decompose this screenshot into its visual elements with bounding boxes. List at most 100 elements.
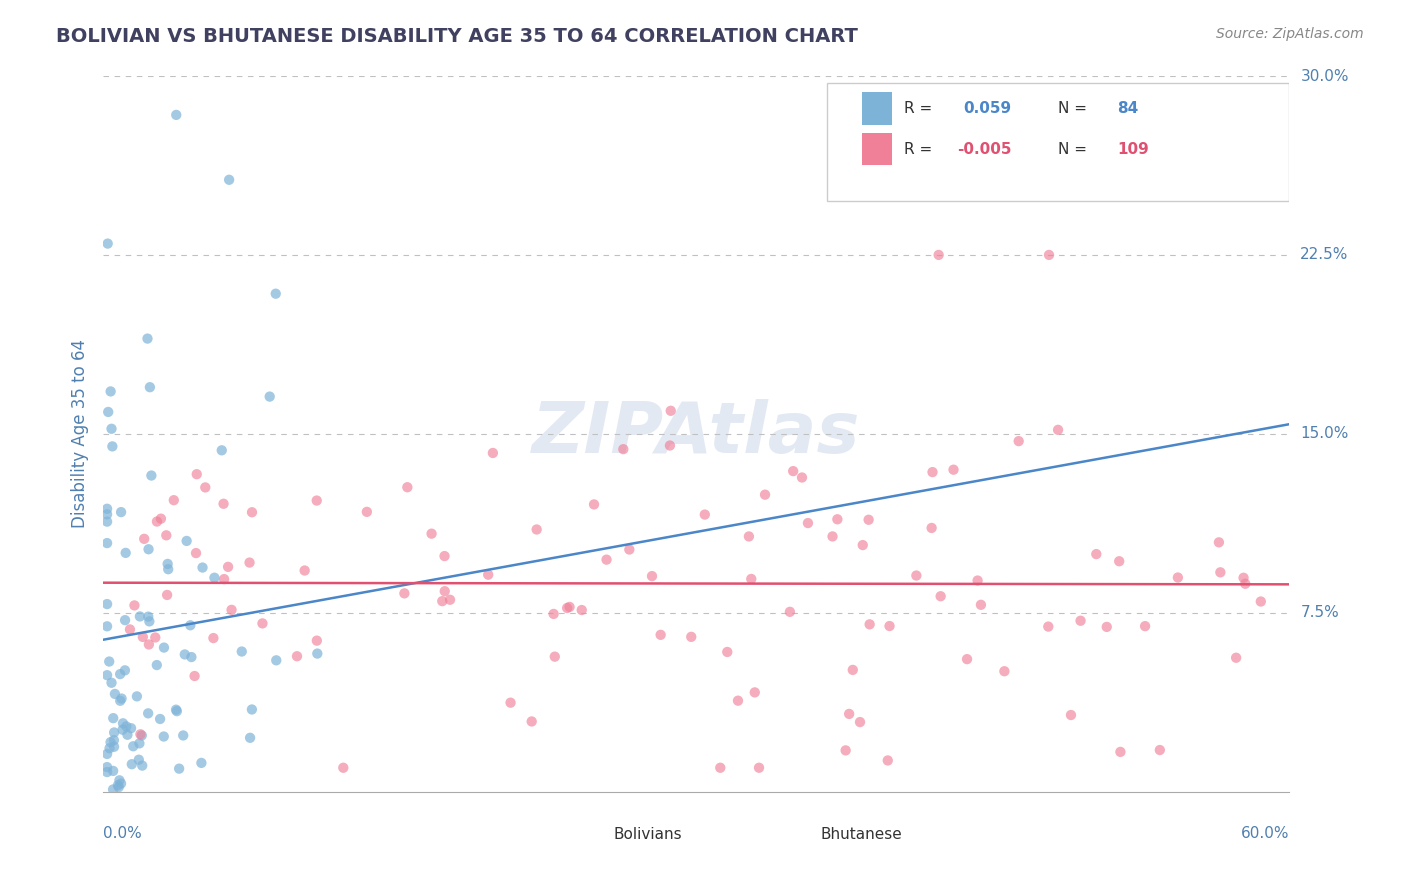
Point bbox=[1070, 614, 1092, 628]
Point bbox=[100, 675, 122, 690]
Text: R =: R = bbox=[904, 142, 932, 157]
Point bbox=[716, 645, 738, 659]
Point bbox=[157, 562, 180, 576]
Point bbox=[132, 630, 155, 644]
Point bbox=[842, 663, 865, 677]
Point bbox=[149, 712, 172, 726]
Point bbox=[264, 653, 287, 667]
Point bbox=[659, 404, 682, 418]
Text: 22.5%: 22.5% bbox=[1301, 247, 1348, 262]
Point bbox=[744, 685, 766, 699]
Point bbox=[558, 599, 581, 614]
Point bbox=[439, 592, 461, 607]
Point bbox=[748, 761, 770, 775]
Point bbox=[131, 728, 153, 742]
Point bbox=[571, 603, 593, 617]
Point bbox=[956, 652, 979, 666]
Point bbox=[136, 332, 159, 346]
Point bbox=[993, 665, 1015, 679]
Point bbox=[166, 704, 188, 718]
Point bbox=[1008, 434, 1031, 449]
Point bbox=[681, 630, 703, 644]
Point bbox=[432, 594, 454, 608]
Point bbox=[120, 721, 142, 735]
Point bbox=[156, 557, 179, 571]
Point bbox=[264, 286, 287, 301]
Point bbox=[183, 669, 205, 683]
Point bbox=[231, 644, 253, 658]
Point bbox=[356, 505, 378, 519]
Text: ZIPAtlas: ZIPAtlas bbox=[531, 400, 860, 468]
Point bbox=[849, 714, 872, 729]
Point bbox=[146, 515, 169, 529]
Point bbox=[650, 628, 672, 642]
Point bbox=[612, 442, 634, 457]
Text: 15.0%: 15.0% bbox=[1301, 426, 1348, 442]
Point bbox=[101, 439, 124, 453]
Point bbox=[176, 533, 198, 548]
Point bbox=[165, 703, 187, 717]
Point bbox=[98, 741, 121, 756]
Point bbox=[782, 464, 804, 478]
Point bbox=[433, 549, 456, 563]
Text: -0.005: -0.005 bbox=[957, 142, 1011, 157]
Point bbox=[202, 631, 225, 645]
Text: BOLIVIAN VS BHUTANESE DISABILITY AGE 35 TO 64 CORRELATION CHART: BOLIVIAN VS BHUTANESE DISABILITY AGE 35 … bbox=[56, 27, 858, 45]
Point bbox=[100, 422, 122, 436]
FancyBboxPatch shape bbox=[578, 824, 607, 846]
Point bbox=[194, 480, 217, 494]
Point bbox=[1234, 576, 1257, 591]
Point bbox=[1038, 248, 1060, 262]
Point bbox=[121, 757, 143, 772]
Point bbox=[184, 546, 207, 560]
Point bbox=[859, 617, 882, 632]
Point bbox=[797, 516, 820, 530]
Point bbox=[128, 736, 150, 750]
FancyBboxPatch shape bbox=[779, 824, 808, 846]
Point bbox=[433, 584, 456, 599]
Point bbox=[921, 521, 943, 535]
Point bbox=[212, 497, 235, 511]
Point bbox=[499, 696, 522, 710]
Point bbox=[217, 559, 239, 574]
Point bbox=[107, 780, 129, 794]
Point bbox=[1047, 423, 1070, 437]
Point bbox=[212, 572, 235, 586]
Point bbox=[1060, 708, 1083, 723]
Point bbox=[1225, 650, 1247, 665]
Point bbox=[110, 505, 132, 519]
Point bbox=[96, 515, 118, 529]
Point bbox=[790, 470, 813, 484]
Point bbox=[1133, 619, 1156, 633]
Point bbox=[858, 513, 880, 527]
Point bbox=[191, 560, 214, 574]
Point bbox=[97, 236, 120, 251]
Text: Bhutanese: Bhutanese bbox=[821, 827, 903, 842]
Point bbox=[104, 687, 127, 701]
Point bbox=[115, 719, 138, 733]
Point bbox=[129, 727, 152, 741]
Point bbox=[619, 542, 641, 557]
Point bbox=[108, 667, 131, 681]
Point bbox=[821, 529, 844, 543]
Point bbox=[641, 569, 664, 583]
Point bbox=[1232, 571, 1254, 585]
Text: 0.0%: 0.0% bbox=[103, 826, 142, 841]
Point bbox=[221, 603, 243, 617]
Point bbox=[101, 764, 124, 778]
Point bbox=[128, 609, 150, 624]
Point bbox=[172, 728, 194, 742]
Point bbox=[186, 467, 208, 482]
Point bbox=[394, 586, 416, 600]
Point bbox=[827, 512, 849, 526]
Text: R =: R = bbox=[904, 102, 932, 117]
Point bbox=[136, 706, 159, 721]
Text: Bolivians: Bolivians bbox=[613, 827, 682, 842]
Point bbox=[294, 564, 316, 578]
Point bbox=[970, 598, 993, 612]
Point bbox=[143, 631, 166, 645]
Point bbox=[693, 508, 716, 522]
Point bbox=[138, 615, 160, 629]
Point bbox=[1149, 743, 1171, 757]
Point bbox=[114, 663, 136, 677]
